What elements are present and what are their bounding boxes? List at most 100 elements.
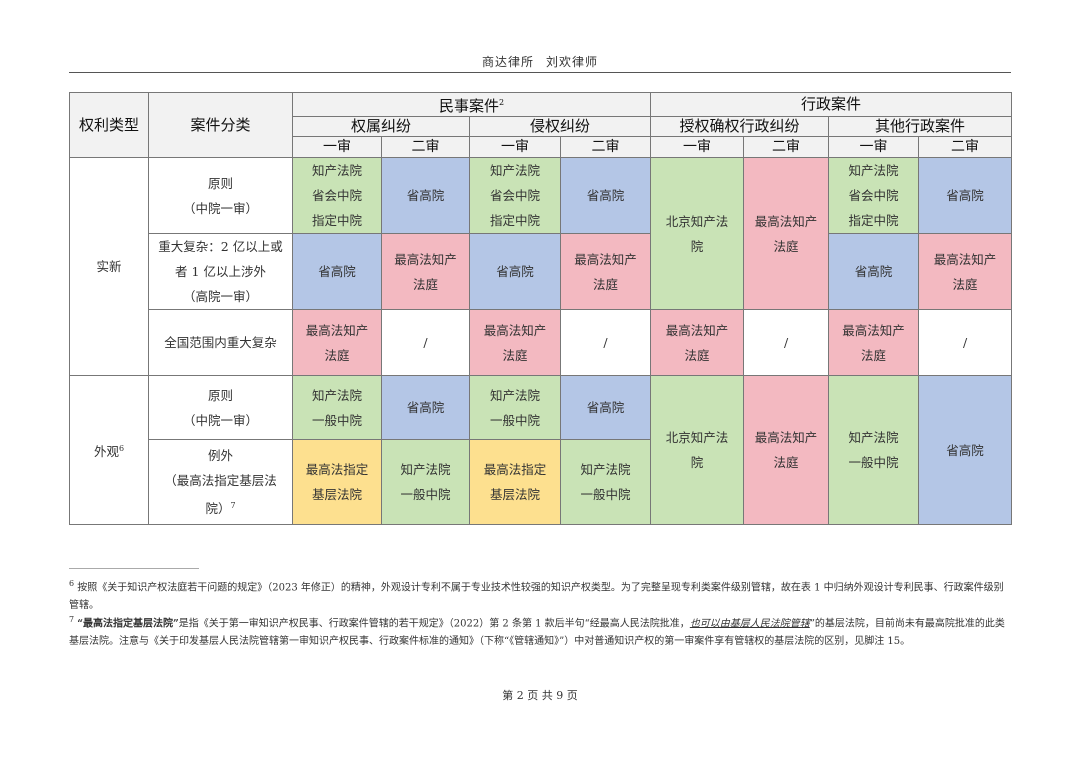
table-cell: / [918,309,1013,376]
footnote-number: 7 [69,615,75,624]
cell-text: 一审 [859,138,888,155]
column-header: 民事案件2 [291,92,652,117]
cell-text: 原则 （中院一审） [182,387,258,428]
cell-text: 省高院 [854,264,893,279]
cell-text: 知产法院 省会中院 指定中院 [311,163,362,228]
table-cell: 省高院 [918,375,1013,525]
table-cell: 省高院 [469,233,561,310]
table-cell: 省高院 [918,157,1013,234]
cell-text: / [783,335,789,350]
table-cell: 最高法知产 法庭 [828,309,920,376]
footnote-6: 6 按照《关于知识产权法庭若干问题的规定》（2023 年修正）的精神，外观设计专… [69,575,1011,615]
table-cell: 最高法知产 法庭 [918,233,1013,310]
cell-text: 一审 [323,138,351,155]
table-row: 外观6 原则 （中院一审） 知产法院 一般中院 省高院 知产法院 一般中院 省高院 北京知产… [69,375,1013,525]
table-cell: 知产法院 一般中院 [292,375,382,440]
cell-text: 省高院 [496,264,534,279]
header-firm: 商达律所 [481,55,534,69]
footnote-ref[interactable]: 2 [498,98,505,107]
column-header: 行政案件 [650,92,1013,117]
cell-text: 原则 （中院一审） [182,175,258,216]
cell-text: 民事案件 [438,97,499,115]
cell-text: 最高法指定 基层法院 [305,462,369,502]
footnote-number: 6 [69,579,75,588]
table-cell: 知产法院 一般中院 [381,439,470,525]
cell-text: / [423,335,428,350]
cell-text: 实新 [96,259,122,274]
table-cell: 例外 （最高法指定基层法 院）7 [148,439,293,525]
table-cell: 全国范围内重大复杂 [148,309,293,376]
table-cell: 省高院 [559,375,652,440]
cell-text: 外观 [93,444,119,460]
cell-text: / [603,335,608,350]
table-row: 实新 原则 （中院一审） 知产法院 省会中院 指定中院 省高院 知产法院 省会中院 指定… [69,157,1013,376]
table-cell: 原则 （中院一审） [148,157,293,234]
table-cell: 最高法知产 法庭 [559,233,652,310]
table-cell: 省高院 [292,233,382,310]
cell-text: 最高法知产 法庭 [754,213,818,254]
table-cell: 最高法指定 基层法院 [469,439,561,525]
cell-text: 二审 [951,138,980,155]
footnote-divider [69,568,199,569]
cell-text: 最高法指定 基层法院 [483,462,547,502]
table-cell: 省高院 [828,233,920,310]
header-author: 刘欢律师 [546,55,599,69]
table-cell: 最高法知产 法庭 [469,309,561,376]
cell-text: 权利类型 [78,115,139,134]
cell-text: 知产法院 一般中院 [848,430,899,470]
cell-text: 知产法院 一般中院 [580,462,631,502]
cell-text: 知产法院 一般中院 [400,462,451,502]
cell-text: 知产法院 省会中院 指定中院 [489,163,540,228]
cell-text: 最高法知产 法庭 [842,322,905,363]
footnote-ref[interactable]: 6 [118,443,125,453]
cell-text: 省高院 [946,188,984,203]
footnote-text: ”的基层法院，目前尚未有最高院批准的此类基层法院。注意与《关于印发基层人民法院管… [69,618,1005,648]
cell-text: 例外 （最高法指定基层法 院） [164,447,277,517]
table-cell: 最高法知产 法庭 [381,233,470,310]
cell-text: 重大复杂：2 亿以上或 者 1 亿以上涉外 （高院一审） [158,239,283,304]
cell-text: 最高法知产 法庭 [305,322,369,363]
cell-text: / [962,335,968,350]
cell-text: 其他行政案件 [875,117,966,135]
column-header: 其他行政案件 [828,116,1013,137]
cell-text: 最高法知产 法庭 [665,322,729,363]
column-header: 二审 [559,136,652,158]
table-cell: 最高法指定 基层法院 [292,439,382,525]
table-cell: / [381,309,470,376]
cell-text: 二审 [411,138,440,155]
cell-text: 二审 [772,138,801,155]
footnote-text: 也可以由基层人民法院管辖 [689,618,810,630]
column-header: 一审 [292,136,382,158]
cell-text: 一审 [683,138,712,155]
cell-text: 知产法院 一般中院 [311,387,362,428]
footnote-ref[interactable]: 7 [230,500,236,510]
header-divider [69,72,1011,73]
cell-text: 最高法知产 法庭 [754,430,818,470]
cell-text: 知产法院 省会中院 指定中院 [848,163,899,228]
column-header: 权属纠纷 [292,116,470,137]
cell-text: 省高院 [318,264,356,279]
footnote-7: 7 “最高法指定基层法院”是指《关于第一审知识产权民事、行政案件管辖的若干规定》… [69,611,1011,651]
table-row: 全国范围内重大复杂 最高法知产 法庭 / 最高法知产 法庭 / 最高法知产 法庭 / 最高法知… [70,309,1013,376]
table-cell: / [743,309,830,376]
header-row: 权属纠纷 侵权纠纷 授权确权行政纠纷 其他行政案件 [70,116,1013,137]
cell-text: 授权确权行政纠纷 [679,117,800,135]
table-cell: 最高法知产 法庭 [292,309,382,376]
cell-text: 行政案件 [801,95,862,113]
table-cell: 最高法知产 法庭 [743,157,830,310]
cell-text: 案件分类 [190,115,251,134]
cell-text: 北京知产法 院 [665,213,729,254]
table-row: 例外 （最高法指定基层法 院）7 最高法指定 基层法院 知产法院 一般中院 最高法指定… [70,439,1012,525]
cell-text: 全国范围内重大复杂 [164,335,277,350]
page-number: 第 2 页 共 9 页 [502,689,578,702]
page-header: 商达律所 刘欢律师 [0,53,1080,70]
jurisdiction-table: 权利类型 案件分类 民事案件2 行政案件权属纠纷 侵权纠纷 授权确权行政纠纷 其他行政案件一… [69,92,1013,525]
cell-text: 北京知产法 院 [665,430,729,470]
table-cell: 知产法院 一般中院 [559,439,652,525]
cell-text: 最高法知产 法庭 [483,322,547,363]
cell-text: 省高院 [586,400,625,415]
table-cell: 省高院 [381,157,470,234]
table-cell: 北京知产法 院 [650,375,745,525]
column-header: 侵权纠纷 [468,116,652,137]
cell-text: 一审 [501,138,529,155]
